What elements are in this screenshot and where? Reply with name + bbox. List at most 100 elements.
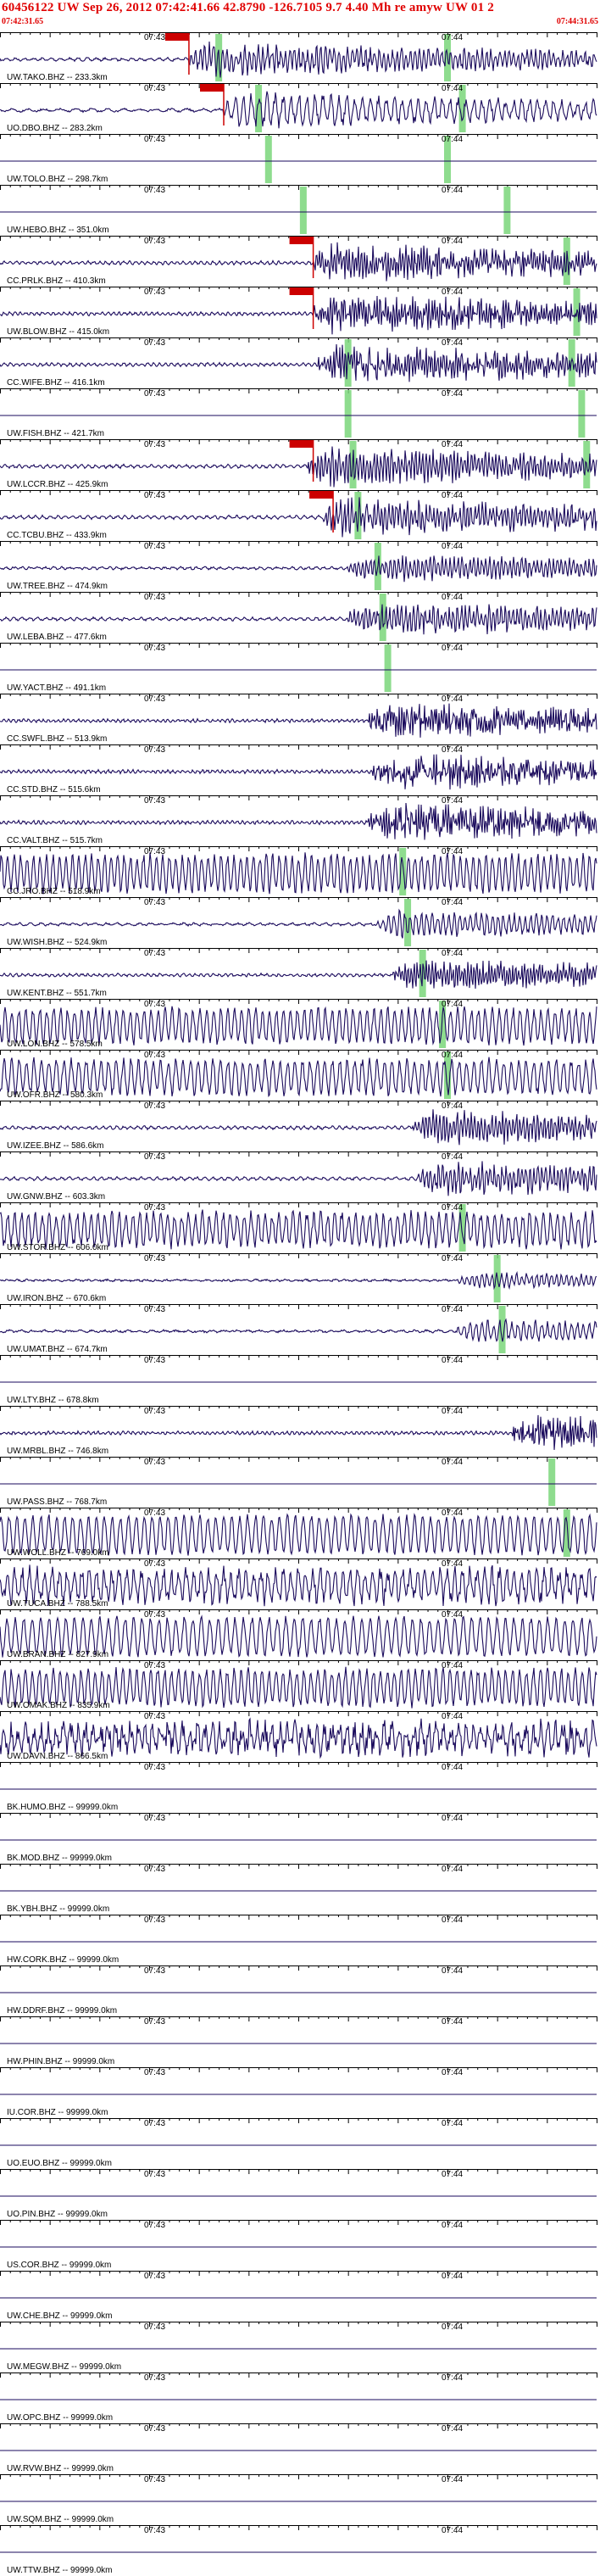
trace-row: 07:43 07:44 UW.WOLL.BHZ -- 769.0km xyxy=(0,1508,597,1558)
trace-row: 07:43 07:44 UW.YACT.BHZ -- 491.1km xyxy=(0,643,597,693)
trace-row: 07:43 07:44 UW.MEGW.BHZ -- 99999.0km xyxy=(0,2322,597,2372)
trace-row: 07:43 07:44 UW.STOR.BHZ -- 606.0km xyxy=(0,1202,597,1252)
minute-label: 07:44 xyxy=(442,1559,463,1569)
waveform-trace xyxy=(0,91,597,129)
waveform-trace xyxy=(0,242,597,282)
trace-row: 07:43 07:44 UW.SQM.BHZ -- 99999.0km xyxy=(0,2474,597,2524)
waveform-trace xyxy=(0,1006,597,1046)
minute-label: 07:44 xyxy=(442,2373,463,2383)
minute-label: 07:43 xyxy=(144,389,165,399)
trace-row: 07:43 07:44 UW.MRBL.BHZ -- 746.8km xyxy=(0,1406,597,1456)
minute-label: 07:43 xyxy=(144,491,165,500)
minute-label: 07:44 xyxy=(442,745,463,755)
waveform-trace xyxy=(0,852,597,895)
trace-row: 07:43 07:44 UW.FISH.BHZ -- 421.7km xyxy=(0,388,597,438)
station-label: UO.EUO.BHZ -- 99999.0km xyxy=(7,2159,112,2168)
minute-label: 07:44 xyxy=(442,440,463,449)
trace-row: 07:43 07:44 BK.HUMO.BHZ -- 99999.0km xyxy=(0,1762,597,1812)
window-start-time: 07:42:31.65 xyxy=(2,17,44,26)
minute-label: 07:44 xyxy=(442,2424,463,2434)
station-label: HW.CORK.BHZ -- 99999.0km xyxy=(7,1955,119,1965)
station-label: UW.KENT.BHZ -- 551.7km xyxy=(7,989,107,998)
trace-row: 07:43 07:44 UW.IRON.BHZ -- 670.6km xyxy=(0,1253,597,1303)
waveform-trace xyxy=(0,1614,597,1658)
trace-row: 07:43 07:44 UW.IZEE.BHZ -- 586.6km xyxy=(0,1101,597,1151)
waveform-trace xyxy=(0,41,597,78)
station-label: UW.PASS.BHZ -- 768.7km xyxy=(7,1497,107,1507)
minute-label: 07:44 xyxy=(442,1203,463,1213)
station-label: IU.COR.BHZ -- 99999.0km xyxy=(7,2108,108,2117)
phase-band xyxy=(458,85,466,132)
minute-label: 07:43 xyxy=(144,1407,165,1416)
minute-label: 07:43 xyxy=(144,745,165,755)
trace-row: 07:43 07:44 UW.TTW.BHZ -- 99999.0km xyxy=(0,2525,597,2575)
minute-label: 07:43 xyxy=(144,2068,165,2077)
minute-label: 07:43 xyxy=(144,1865,165,1874)
trace-row: 07:43 07:44 UW.GNW.BHZ -- 603.3km xyxy=(0,1151,597,1202)
trace-row: 07:43 07:44 UW.LON.BHZ -- 578.5km xyxy=(0,999,597,1049)
minute-label: 07:43 xyxy=(144,1610,165,1620)
minute-label: 07:43 xyxy=(144,440,165,449)
pick-box xyxy=(200,84,224,92)
minute-label: 07:43 xyxy=(144,847,165,856)
trace-row: 07:43 07:44 UW.BRAN.BHZ -- 827.9km xyxy=(0,1609,597,1659)
minute-label: 07:43 xyxy=(144,2272,165,2281)
minute-label: 07:43 xyxy=(144,338,165,348)
station-label: UW.GNW.BHZ -- 603.3km xyxy=(7,1192,105,1202)
minute-label: 07:43 xyxy=(144,287,165,297)
minute-label: 07:44 xyxy=(442,1915,463,1925)
trace-row: 07:43 07:44 UO.EUO.BHZ -- 99999.0km xyxy=(0,2118,597,2168)
trace-row: 07:43 07:44 UW.OPC.BHZ -- 99999.0km xyxy=(0,2372,597,2423)
station-label: UW.TREE.BHZ -- 474.9km xyxy=(7,582,108,591)
waveform-trace xyxy=(0,446,597,488)
phase-band xyxy=(264,136,272,183)
minute-label: 07:44 xyxy=(442,1712,463,1721)
phase-band xyxy=(498,1306,506,1353)
waveform-trace xyxy=(0,908,597,939)
pick-box xyxy=(164,33,189,41)
minute-label: 07:44 xyxy=(442,1101,463,1111)
phase-band xyxy=(344,339,352,387)
minute-label: 07:44 xyxy=(442,389,463,399)
station-label: UW.UMAT.BHZ -- 674.7km xyxy=(7,1345,108,1354)
minute-label: 07:43 xyxy=(144,2322,165,2332)
trace-row: 07:43 07:44 UW.TUCA.BHZ -- 788.5km xyxy=(0,1558,597,1609)
waveform-trace xyxy=(0,1209,597,1250)
waveform-trace xyxy=(0,604,597,635)
minute-label: 07:43 xyxy=(144,796,165,806)
phase-band xyxy=(439,1001,447,1048)
minute-label: 07:43 xyxy=(144,1000,165,1009)
waveform-trace xyxy=(0,1318,597,1342)
station-label: UW.MRBL.BHZ -- 746.8km xyxy=(7,1447,108,1456)
waveform-trace xyxy=(0,343,597,382)
waveform-trace xyxy=(0,1109,597,1146)
minute-label: 07:44 xyxy=(442,2221,463,2230)
minute-label: 07:43 xyxy=(144,1203,165,1213)
minute-label: 07:44 xyxy=(442,694,463,704)
trace-row: 07:43 07:44 UW.UMAT.BHZ -- 674.7km xyxy=(0,1304,597,1354)
trace-row: 07:43 07:44 CC.PRLK.BHZ -- 410.3km xyxy=(0,236,597,286)
trace-row: 07:43 07:44 HW.PHIN.BHZ -- 99999.0km xyxy=(0,2016,597,2066)
minute-label: 07:44 xyxy=(442,84,463,93)
minute-label: 07:44 xyxy=(442,1508,463,1518)
minute-label: 07:44 xyxy=(442,135,463,144)
station-label: BK.YBH.BHZ -- 99999.0km xyxy=(7,1904,109,1914)
minute-label: 07:43 xyxy=(144,1356,165,1365)
waveform-trace xyxy=(0,555,597,583)
phase-band xyxy=(344,390,352,438)
minute-label: 07:44 xyxy=(442,2017,463,2027)
phase-band xyxy=(404,899,412,946)
waveform-trace xyxy=(0,1666,597,1709)
station-label: UW.FISH.BHZ -- 421.7km xyxy=(7,429,104,438)
minute-label: 07:43 xyxy=(144,1254,165,1263)
minute-label: 07:43 xyxy=(144,2424,165,2434)
minute-label: 07:44 xyxy=(442,1051,463,1060)
phase-band xyxy=(563,1509,570,1557)
minute-label: 07:43 xyxy=(144,2526,165,2535)
minute-label: 07:44 xyxy=(442,644,463,653)
minute-label: 07:43 xyxy=(144,33,165,42)
station-label: UW.CHE.BHZ -- 99999.0km xyxy=(7,2311,112,2321)
phase-band xyxy=(255,85,263,132)
station-label: UW.MEGW.BHZ -- 99999.0km xyxy=(7,2362,121,2372)
